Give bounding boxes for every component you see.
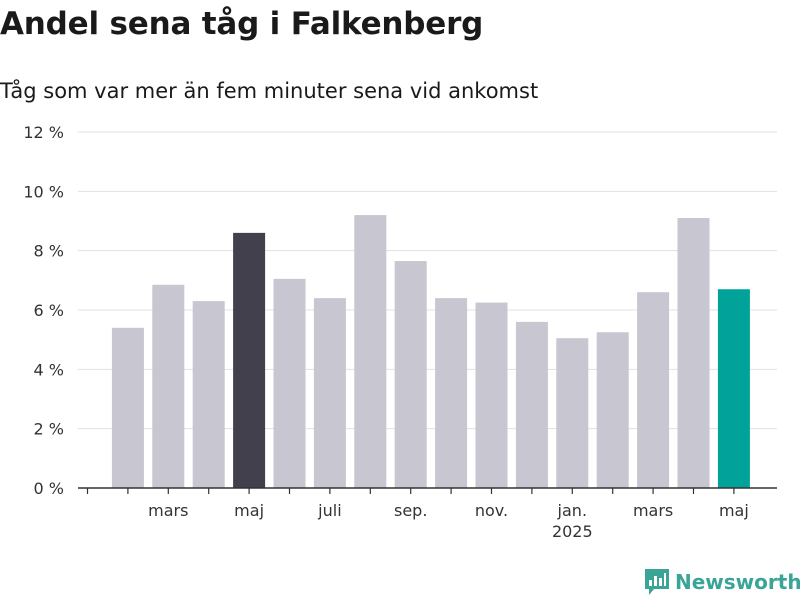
x-tick-label: mars — [148, 501, 188, 520]
bar — [313, 298, 346, 488]
y-tick-label: 6 % — [34, 301, 64, 320]
y-tick-label: 2 % — [34, 420, 64, 439]
bar — [677, 218, 710, 489]
bar — [152, 284, 185, 488]
x-tick-label: juli — [317, 501, 341, 520]
bar — [273, 278, 306, 488]
brand-name: Newsworthy — [675, 570, 800, 594]
y-tick-label: 12 % — [23, 123, 64, 142]
bar — [717, 289, 750, 488]
newsworthy-logo-icon — [645, 569, 669, 595]
bar — [637, 292, 670, 488]
x-tick-label: maj — [234, 501, 264, 520]
y-tick-label: 0 % — [34, 479, 64, 498]
chart-subtitle: Tåg som var mer än fem minuter sena vid … — [0, 79, 539, 103]
x-tick-label: sep. — [394, 501, 427, 520]
bar — [354, 215, 387, 489]
chart-title: Andel sena tåg i Falkenberg — [0, 6, 484, 42]
bar — [233, 232, 266, 488]
bar — [192, 301, 225, 488]
x-tick-label: mars — [633, 501, 673, 520]
bar — [596, 332, 629, 488]
bar — [394, 261, 427, 488]
bar — [475, 302, 508, 488]
bar — [556, 338, 589, 488]
x-tick-label: nov. — [475, 501, 508, 520]
x-tick-label: maj — [719, 501, 749, 520]
x-tick-year-label: 2025 — [552, 522, 593, 541]
y-tick-label: 4 % — [34, 360, 64, 379]
bar — [515, 321, 548, 488]
y-tick-label: 8 % — [34, 242, 64, 261]
y-tick-label: 10 % — [23, 182, 64, 201]
x-tick-label: jan. — [557, 501, 587, 520]
bar — [111, 327, 144, 488]
bar — [435, 298, 468, 488]
brand-logo[interactable]: Newsworthy — [645, 569, 800, 595]
bar-chart: 0 % 2 % 4 % 6 % 8 % 10 % 12 % mars maj juli sep. no… — [23, 123, 777, 541]
